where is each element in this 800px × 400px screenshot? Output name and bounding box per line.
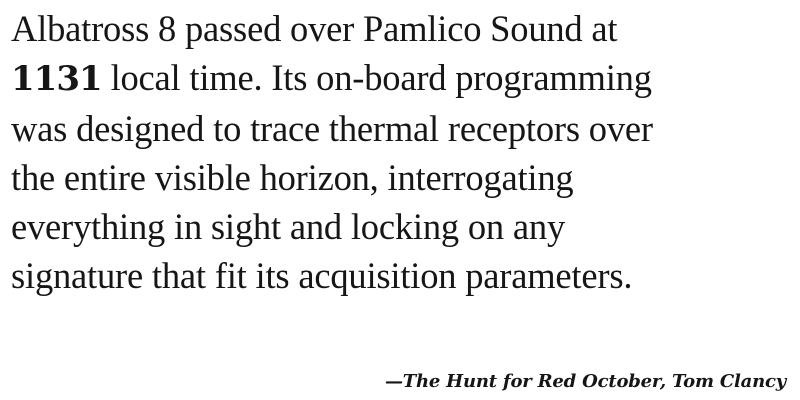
author-name: Tom Clancy (672, 371, 786, 392)
highlighted-time: 1131 (11, 59, 103, 99)
quote-line-4: the entire visible horizon, interrogatin… (11, 157, 574, 198)
quote-line-2-text: local time. Its on-board programming (101, 57, 652, 98)
quote-line-6: signature that fit its acquisition param… (11, 255, 633, 296)
quote-passage: Albatross 8 passed over Pamlico Sound at… (11, 4, 791, 300)
attribution-dash: — (384, 371, 403, 392)
quote-line-1: Albatross 8 passed over Pamlico Sound at (11, 8, 618, 49)
quote-line-3: was designed to trace thermal receptors … (11, 108, 653, 149)
book-title: The Hunt for Red October (402, 371, 660, 392)
attribution: —The Hunt for Red October, Tom Clancy (385, 370, 786, 394)
quote-line-2: 1131 local time. Its on-board programmin… (11, 53, 791, 104)
quote-line-5: everything in sight and locking on any (11, 206, 565, 247)
attribution-separator: , (659, 371, 673, 392)
